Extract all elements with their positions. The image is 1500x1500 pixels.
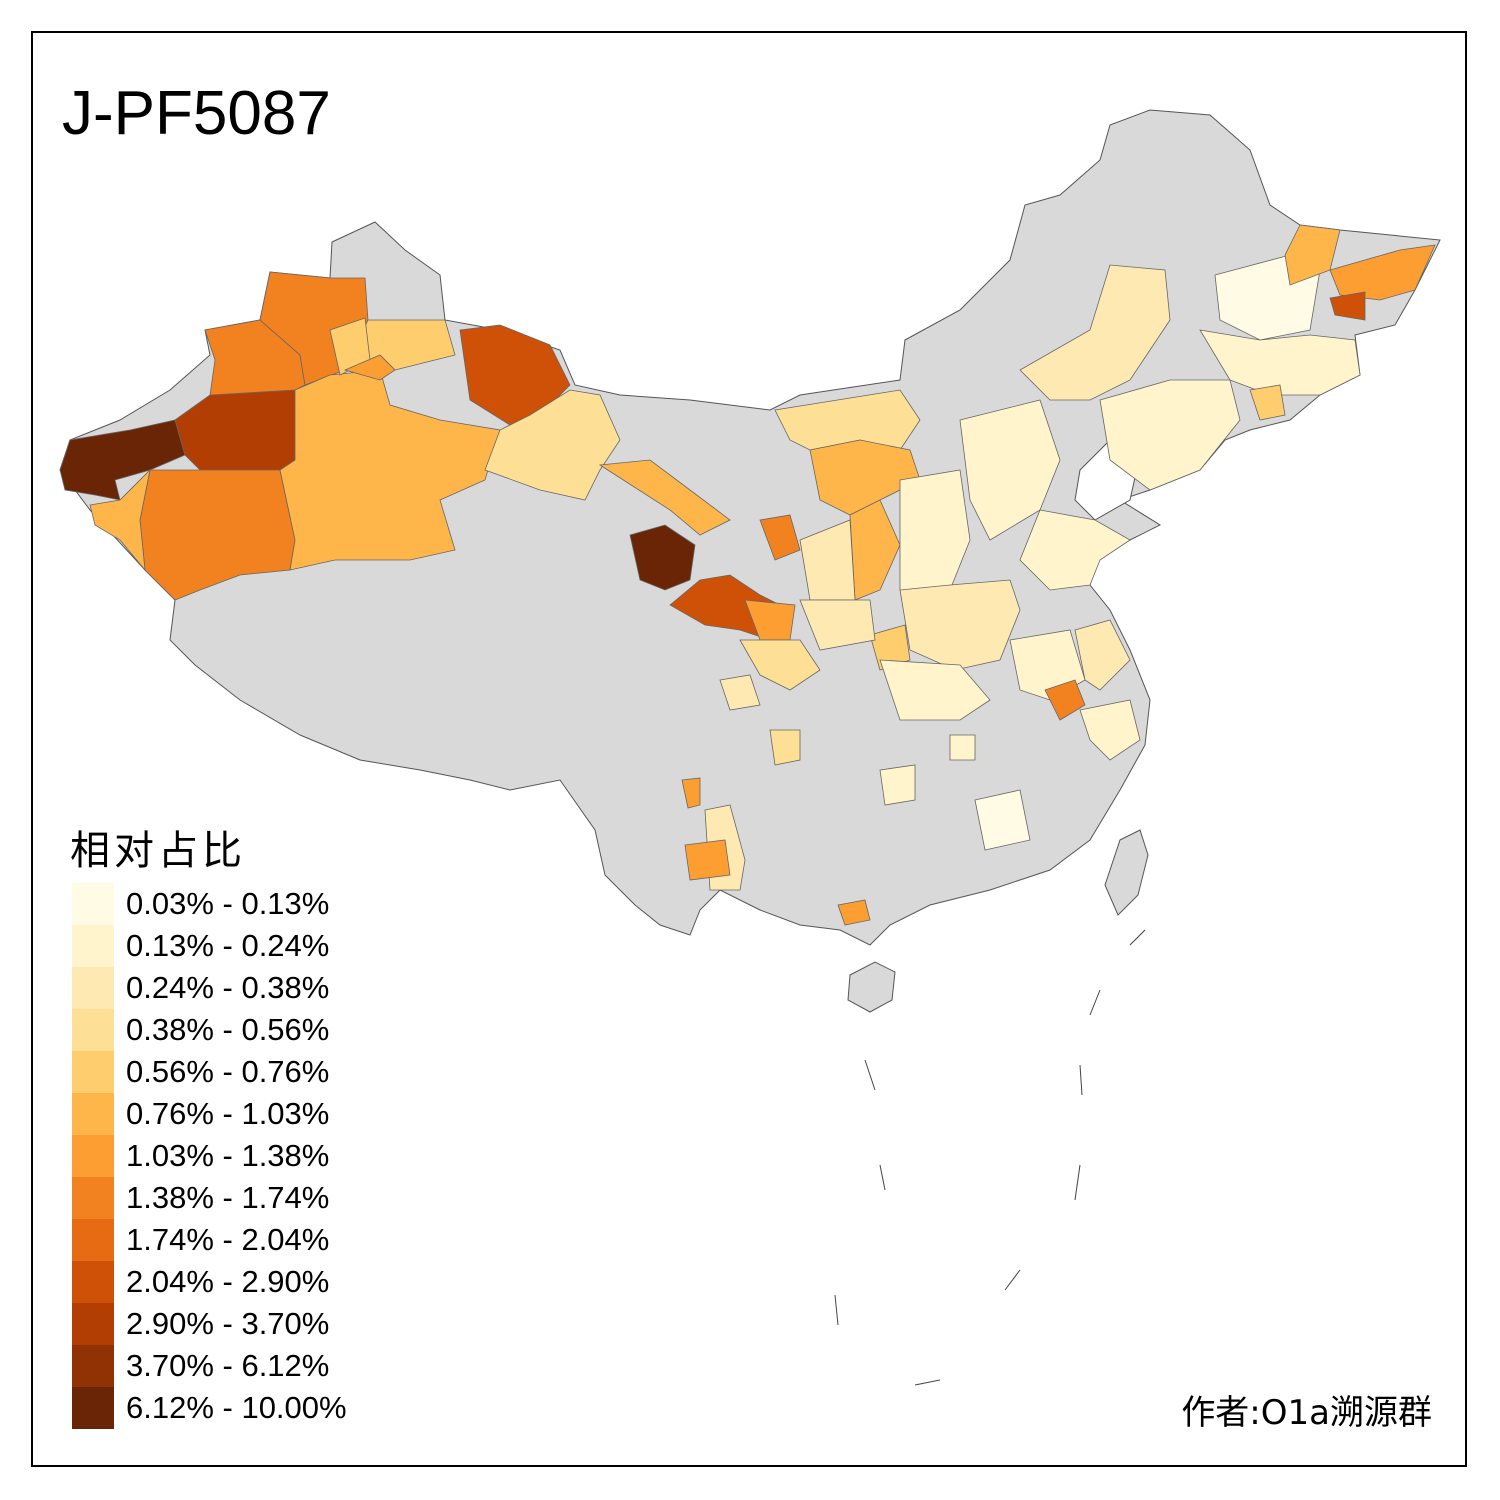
region-heilongjiang-east xyxy=(1284,224,1341,286)
legend-label: 1.74% - 2.04% xyxy=(126,1222,330,1257)
region-shaanxi-south xyxy=(799,599,876,651)
legend-swatch xyxy=(72,1009,114,1051)
legend-label: 6.12% - 10.00% xyxy=(126,1390,347,1425)
hainan-island xyxy=(847,961,896,1013)
legend-swatch xyxy=(72,1051,114,1093)
colored-regions xyxy=(59,224,1436,926)
region-jiangsu xyxy=(1074,619,1131,691)
region-shanxi xyxy=(899,469,971,591)
legend-swatch xyxy=(72,1093,114,1135)
region-jiamusi xyxy=(1329,244,1436,301)
legend-item: 3.70% - 6.12% xyxy=(72,1345,412,1387)
region-turpan xyxy=(343,354,396,381)
legend-label: 0.24% - 0.38% xyxy=(126,970,330,1005)
region-jilin xyxy=(1199,329,1361,396)
region-haixi-core xyxy=(629,524,696,591)
legend-swatch xyxy=(72,1387,114,1429)
legend-label: 1.38% - 1.74% xyxy=(126,1180,330,1215)
map-title: J-PF5087 xyxy=(62,79,331,148)
region-henan xyxy=(899,579,1021,671)
region-guangxi xyxy=(837,899,871,926)
region-guangdong xyxy=(974,789,1031,851)
legend-label: 0.38% - 0.56% xyxy=(126,1012,330,1047)
legend-item: 0.13% - 0.24% xyxy=(72,925,412,967)
legend-label: 0.76% - 1.03% xyxy=(126,1096,330,1131)
region-kizilsu xyxy=(89,468,151,572)
legend-label: 3.70% - 6.12% xyxy=(126,1348,330,1383)
legend-swatch xyxy=(72,1261,114,1303)
legend-item: 0.76% - 1.03% xyxy=(72,1093,412,1135)
legend-label: 0.56% - 0.76% xyxy=(126,1054,330,1089)
region-yunnan-south xyxy=(684,839,731,881)
region-tonghua xyxy=(1249,384,1286,421)
legend-swatch xyxy=(72,883,114,925)
legend-item: 0.56% - 0.76% xyxy=(72,1051,412,1093)
region-shuangyashan xyxy=(1329,291,1366,321)
region-hunan-spot xyxy=(949,734,976,761)
legend-swatch xyxy=(72,1303,114,1345)
region-zhejiang xyxy=(1079,699,1141,761)
region-jiangxi-spot xyxy=(1044,679,1086,721)
region-gansu-west xyxy=(598,459,731,536)
legend-item: 1.03% - 1.38% xyxy=(72,1135,412,1177)
legend-swatch xyxy=(72,1345,114,1387)
region-inner-mongolia-east xyxy=(1019,264,1171,401)
legend-swatch xyxy=(72,1219,114,1261)
south-china-sea-islands xyxy=(834,929,1146,1386)
legend-swatch xyxy=(72,1177,114,1219)
legend-label: 1.03% - 1.38% xyxy=(126,1138,330,1173)
legend-swatch xyxy=(72,967,114,1009)
legend-swatch xyxy=(72,1135,114,1177)
legend-label: 2.90% - 3.70% xyxy=(126,1306,330,1341)
legend-item: 1.38% - 1.74% xyxy=(72,1177,412,1219)
legend-item: 1.74% - 2.04% xyxy=(72,1219,412,1261)
region-jiuquan xyxy=(484,389,621,501)
region-shandong xyxy=(1019,509,1131,591)
legend-item: 0.03% - 0.13% xyxy=(72,883,412,925)
legend-label: 0.13% - 0.24% xyxy=(126,928,330,963)
region-henan-west xyxy=(869,624,911,671)
region-hunan-west xyxy=(879,764,916,806)
region-chongqing xyxy=(769,729,801,766)
region-ningxia xyxy=(759,514,801,561)
legend-item: 2.04% - 2.90% xyxy=(72,1261,412,1303)
legend-item: 0.38% - 0.56% xyxy=(72,1009,412,1051)
legend-item: 2.90% - 3.70% xyxy=(72,1303,412,1345)
legend-swatch xyxy=(72,925,114,967)
region-sichuan-west xyxy=(719,674,761,711)
author-credit: 作者:O1a溯源群 xyxy=(1181,1393,1432,1433)
region-hubei xyxy=(879,659,991,721)
map-frame xyxy=(31,31,1467,1467)
region-liaoning xyxy=(1099,379,1241,491)
region-sichuan-north xyxy=(739,639,821,691)
legend-label: 0.03% - 0.13% xyxy=(126,886,330,921)
legend-item: 0.24% - 0.38% xyxy=(72,967,412,1009)
taiwan-island xyxy=(1104,829,1149,916)
legend: 0.03% - 0.13% 0.13% - 0.24% 0.24% - 0.38… xyxy=(72,883,412,1429)
legend-item: 6.12% - 10.00% xyxy=(72,1387,412,1429)
legend-title: 相对占比 xyxy=(70,828,246,874)
region-sichuan-south xyxy=(681,777,701,809)
legend-label: 2.04% - 2.90% xyxy=(126,1264,330,1299)
